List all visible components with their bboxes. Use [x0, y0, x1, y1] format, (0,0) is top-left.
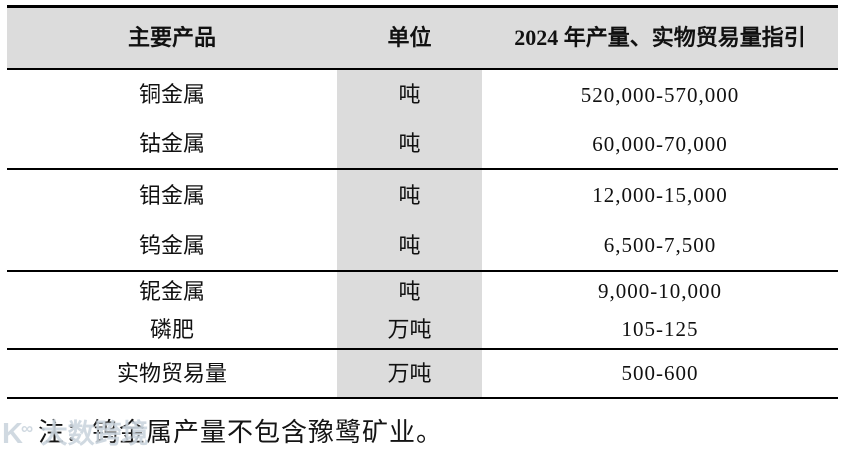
- guidance-cell: 520,000-570,000: [580, 82, 740, 107]
- table-footnote: 注：钨金属产量不包含豫鹭矿业。: [38, 418, 444, 447]
- guidance-cell: 500-600: [621, 361, 699, 385]
- product-cell: 钨金属: [138, 232, 205, 258]
- unit-cell: 吨: [337, 272, 482, 311]
- product-cell: 实物贸易量: [116, 360, 227, 386]
- table-body: 铜金属 吨 520,000-570,000 钴金属 吨 60,000-70,00…: [7, 70, 838, 397]
- production-guidance-table: 主要产品 单位 2024 年产量、实物贸易量指引 铜金属 吨 520,000-5…: [7, 5, 838, 399]
- guidance-cell: 6,500-7,500: [603, 233, 717, 257]
- column-header-product: 主要产品: [127, 25, 216, 50]
- table-header-row: 主要产品 单位 2024 年产量、实物贸易量指引: [7, 8, 838, 70]
- watermark-logo-icon: K∞: [2, 418, 33, 450]
- product-cell: 钴金属: [138, 131, 205, 156]
- table-row: 铌金属 吨 9,000-10,000: [7, 272, 838, 311]
- unit-cell: 吨: [337, 120, 482, 168]
- guidance-cell: 105-125: [621, 317, 699, 341]
- product-cell: 铌金属: [138, 278, 205, 304]
- table-row: 实物贸易量 万吨 500-600: [7, 350, 838, 397]
- table-row: 铜金属 吨 520,000-570,000: [7, 70, 838, 120]
- product-cell: 磷肥: [149, 316, 194, 342]
- product-cell: 铜金属: [138, 82, 205, 107]
- table-row: 磷肥 万吨 105-125: [7, 311, 838, 350]
- product-cell: 钼金属: [138, 182, 205, 208]
- guidance-cell: 12,000-15,000: [592, 183, 728, 207]
- unit-cell: 吨: [337, 170, 482, 221]
- table-row: 钴金属 吨 60,000-70,000: [7, 120, 838, 170]
- column-header-guidance: 2024 年产量、实物贸易量指引: [514, 25, 806, 50]
- column-header-unit: 单位: [387, 25, 432, 50]
- unit-cell: 吨: [337, 70, 482, 120]
- unit-cell: 万吨: [337, 311, 482, 348]
- table-row: 钨金属 吨 6,500-7,500: [7, 221, 838, 272]
- unit-cell: 万吨: [337, 350, 482, 397]
- table-row: 钼金属 吨 12,000-15,000: [7, 170, 838, 221]
- unit-cell: 吨: [337, 221, 482, 270]
- guidance-cell: 60,000-70,000: [592, 131, 728, 156]
- guidance-cell: 9,000-10,000: [598, 279, 722, 303]
